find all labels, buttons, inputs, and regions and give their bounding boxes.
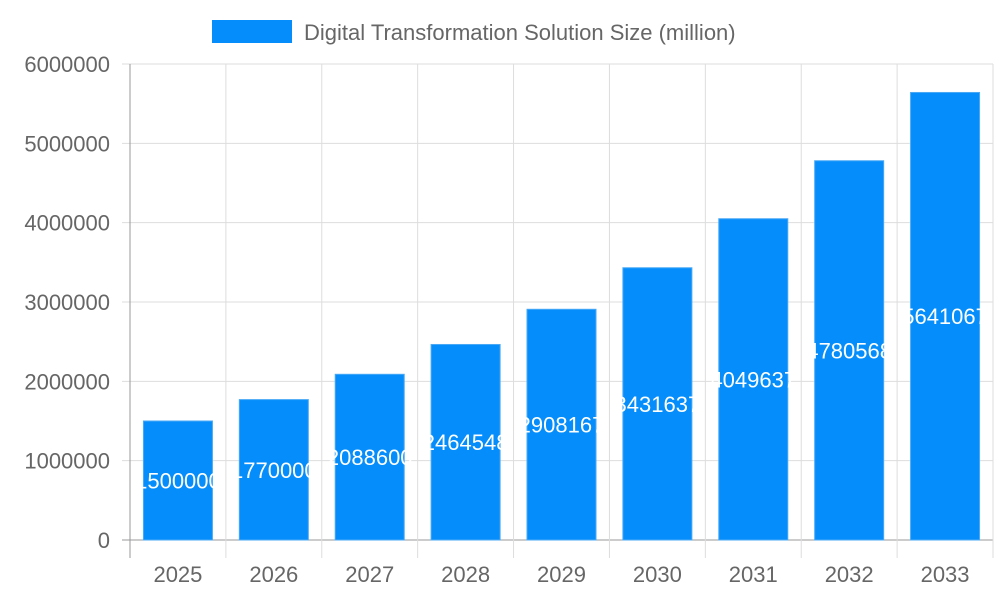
grid (122, 63, 994, 558)
x-tick-label: 2026 (249, 562, 298, 587)
y-tick-label: 1000000 (24, 449, 110, 474)
data-label: 2908167 (519, 413, 605, 438)
data-label: 2464548 (423, 430, 509, 455)
x-tick-label: 2032 (825, 562, 874, 587)
x-axis: 2025 2026 2027 2028 2029 2030 2031 2032 2033 (153, 562, 969, 587)
bar (814, 160, 885, 541)
x-tick-label: 2029 (537, 562, 586, 587)
data-label: 1500000 (135, 469, 221, 494)
legend[interactable]: Digital Transformation Solution Size (mi… (212, 20, 736, 45)
y-tick-label: 5000000 (24, 131, 110, 156)
legend-label: Digital Transformation Solution Size (mi… (304, 20, 736, 45)
y-tick-label: 3000000 (24, 290, 110, 315)
bars (142, 91, 981, 541)
x-tick-label: 2025 (153, 562, 202, 587)
y-tick-label: 2000000 (24, 369, 110, 394)
x-tick-label: 2027 (345, 562, 394, 587)
data-label: 5641067 (902, 304, 988, 329)
x-tick-label: 2033 (921, 562, 970, 587)
data-label: 1770000 (231, 458, 317, 483)
y-tick-label: 6000000 (24, 52, 110, 77)
y-tick-label: 0 (98, 528, 110, 553)
legend-swatch (212, 20, 292, 43)
x-tick-label: 2028 (441, 562, 490, 587)
bar (526, 308, 597, 541)
bar (142, 420, 213, 541)
bar (334, 373, 405, 541)
data-labels: 1500000 1770000 2088600 2464548 2908167 34316… (135, 304, 988, 493)
bar (622, 267, 693, 541)
data-label: 4049637 (710, 367, 796, 392)
bar (430, 343, 501, 541)
x-tick-label: 2031 (729, 562, 778, 587)
y-axis: 0 1000000 2000000 3000000 4000000 5000000 6000… (24, 52, 110, 553)
data-label: 3431637 (615, 392, 701, 417)
bar (718, 218, 789, 541)
data-label: 4780568 (806, 338, 892, 363)
x-tick-label: 2030 (633, 562, 682, 587)
bar (910, 91, 981, 541)
y-tick-label: 4000000 (24, 211, 110, 236)
bar (238, 399, 309, 541)
data-label: 2088600 (327, 445, 413, 470)
